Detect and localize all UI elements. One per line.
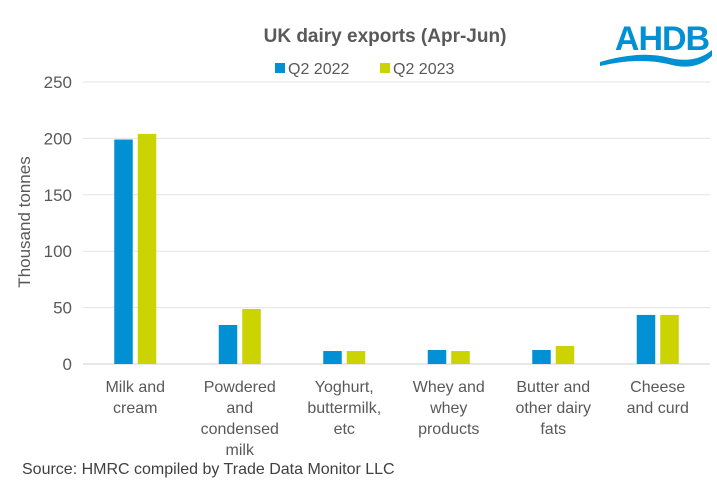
legend: Q2 2022 Q2 2023 [275, 61, 454, 78]
x-axis-ticks: Milk and cream Powdered and condensed milk Yog… [105, 379, 688, 459]
x-tick-label: Butter and other dairy fats [515, 379, 591, 438]
y-tick-label: 100 [44, 242, 72, 261]
y-tick-label: 250 [44, 73, 72, 92]
x-tick-label: Whey and whey products [413, 379, 485, 438]
source-note: Source: HMRC compiled by Trade Data Moni… [22, 461, 395, 478]
legend-swatch [275, 63, 285, 73]
bar-q2-2023 [660, 314, 679, 364]
bar-q2-2022 [532, 350, 551, 364]
ahdb-logo: AHDB [600, 20, 712, 67]
bar-q2-2022 [636, 314, 656, 364]
x-tick-label: Cheese and curd [627, 379, 689, 417]
bar-q2-2023 [346, 351, 366, 364]
y-tick-label: 150 [44, 186, 72, 205]
x-tick-label: Yoghurt, buttermilk, etc [307, 379, 381, 438]
y-tick-label: 50 [53, 299, 72, 318]
bar-q2-2023 [137, 133, 157, 364]
x-tick-label: Milk and cream [105, 379, 165, 417]
legend-label: Q2 2023 [393, 61, 454, 78]
bar-q2-2022 [427, 350, 447, 364]
chart-title: UK dairy exports (Apr-Jun) [264, 26, 507, 47]
y-tick-label: 200 [44, 129, 72, 148]
y-axis-label: Thousand tonnes [15, 156, 34, 287]
bars [114, 133, 679, 364]
y-tick-label: 0 [63, 355, 72, 374]
bar-q2-2023 [242, 308, 261, 364]
legend-label: Q2 2022 [288, 61, 349, 78]
bar-q2-2022 [323, 351, 342, 364]
gridlines [83, 81, 710, 365]
y-axis-ticks: 0 50 100 150 200 250 [44, 73, 72, 374]
bar-q2-2023 [451, 351, 470, 364]
bar-q2-2023 [555, 345, 575, 364]
legend-swatch [380, 63, 390, 73]
svg-text:AHDB: AHDB [615, 20, 710, 58]
x-tick-label: Powdered and condensed milk [201, 379, 279, 459]
bar-q2-2022 [114, 139, 133, 364]
bar-q2-2022 [218, 324, 238, 364]
